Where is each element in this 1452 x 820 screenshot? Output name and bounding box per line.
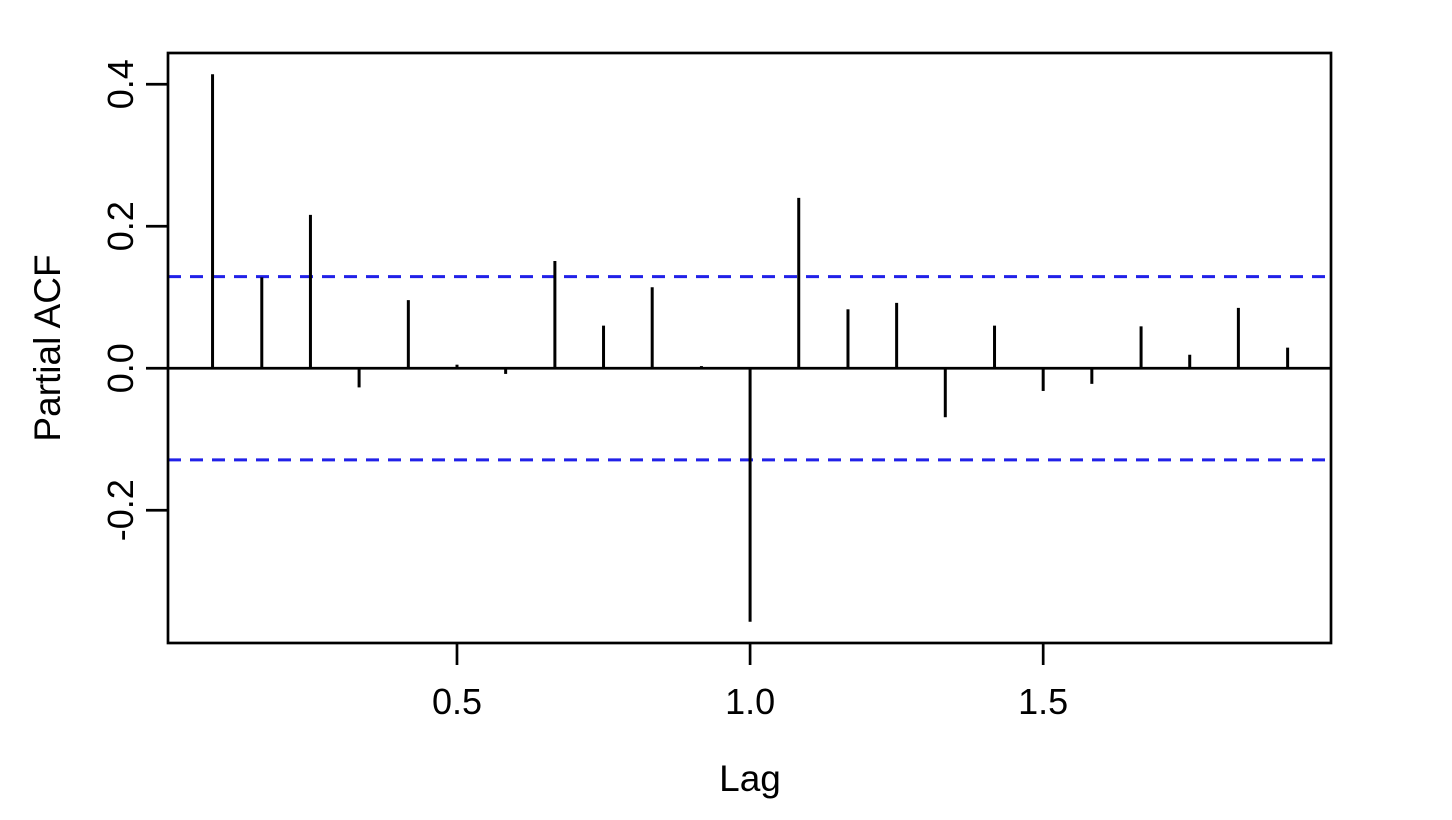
- x-tick-label: 1.0: [725, 681, 775, 722]
- x-tick-label: 0.5: [432, 681, 482, 722]
- y-tick-label: 0.0: [100, 343, 141, 393]
- x-axis-title: Lag: [719, 758, 781, 799]
- y-axis-title: Partial ACF: [27, 254, 68, 441]
- y-tick-label: -0.2: [100, 479, 141, 541]
- y-tick-label: 0.2: [100, 201, 141, 251]
- y-tick-label: 0.4: [100, 59, 141, 109]
- x-tick-label: 1.5: [1018, 681, 1068, 722]
